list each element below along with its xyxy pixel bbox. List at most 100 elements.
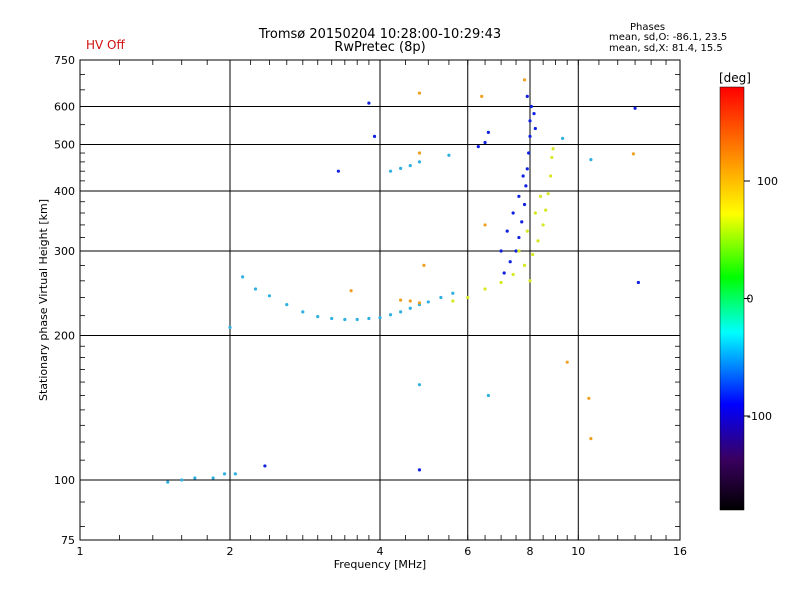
data-point [517, 194, 521, 198]
data-point [589, 158, 593, 162]
data-point [336, 169, 340, 173]
data-point [422, 263, 426, 267]
data-point [589, 436, 593, 441]
y-tick-label: 600 [54, 101, 75, 114]
data-point [550, 155, 554, 160]
chart-title: Tromsø 20150204 10:28:00-10:29:43 [258, 27, 502, 42]
chart-subtitle: RwPretec (8p) [334, 40, 426, 55]
data-point [367, 101, 371, 105]
data-point [528, 134, 532, 138]
data-point [525, 229, 529, 233]
data-point [388, 313, 393, 317]
data-point [483, 287, 487, 291]
data-point [408, 306, 412, 310]
data-point [343, 317, 347, 322]
data-point [546, 192, 550, 196]
data-point [511, 272, 515, 277]
data-point [267, 294, 272, 298]
y-tick-label: 750 [54, 54, 75, 67]
x-tick-label: 8 [527, 545, 534, 558]
data-point [222, 472, 227, 476]
data-point [417, 151, 422, 155]
minor-ticks [80, 60, 680, 540]
data-point [417, 301, 422, 305]
y-tick-label: 100 [54, 474, 75, 487]
data-point [233, 472, 237, 476]
colorbar-tick-label: 100 [757, 175, 778, 188]
data-point [253, 287, 258, 291]
data-point [520, 220, 524, 224]
data-point [551, 147, 555, 151]
data-point [536, 239, 540, 243]
data-point [447, 153, 451, 157]
data-point [285, 302, 289, 307]
data-point [426, 300, 430, 304]
x-tick-label: 1 [77, 545, 84, 558]
data-point [524, 184, 528, 188]
x-tick-label: 4 [377, 545, 384, 558]
data-point [522, 263, 527, 267]
data-point [399, 310, 403, 314]
data-point [528, 119, 532, 123]
data-point [525, 94, 529, 98]
data-point [408, 163, 412, 168]
data-point [631, 152, 635, 156]
data-point [316, 315, 320, 319]
data-point [211, 476, 215, 480]
grid-lines [80, 60, 680, 540]
data-point [417, 383, 422, 387]
hv-status: HV Off [86, 38, 125, 52]
data-point [499, 280, 503, 285]
colorbar-ticks: 100 0 -100 [744, 175, 778, 423]
x-tick-label: 16 [673, 545, 687, 558]
data-point [408, 299, 412, 303]
data-point [533, 211, 537, 215]
data-point [263, 464, 267, 468]
x-tick-label: 2 [227, 545, 234, 558]
data-point [476, 145, 480, 149]
data-point [565, 360, 569, 364]
data-point [166, 480, 170, 484]
data-point [330, 316, 334, 321]
data-point [399, 166, 403, 170]
data-point [451, 291, 455, 295]
x-tick-label: 10 [571, 545, 585, 558]
data-point [508, 260, 512, 264]
data-point [538, 194, 543, 198]
data-point [301, 310, 305, 314]
data-point [525, 167, 529, 171]
data-point [527, 151, 531, 155]
y-tick-label: 75 [61, 534, 75, 547]
data-point [532, 111, 536, 116]
data-point [560, 136, 565, 140]
data-point [367, 316, 371, 321]
phases-title: Phases [630, 22, 666, 33]
data-point [355, 317, 359, 322]
data-point [522, 78, 527, 82]
data-point [529, 104, 533, 109]
x-axis-label: Frequency [MHz] [334, 558, 426, 571]
data-point [480, 94, 484, 98]
data-point [522, 202, 527, 207]
data-point [633, 106, 637, 110]
data-point [486, 130, 490, 134]
data-point [511, 211, 515, 215]
data-point [533, 126, 537, 131]
data-point [349, 289, 353, 293]
data-point [417, 91, 422, 95]
data-point [549, 174, 553, 178]
data-point [514, 249, 518, 253]
data-point [502, 271, 506, 275]
data-point [499, 249, 503, 253]
data-point [228, 325, 232, 329]
data-point [587, 396, 591, 400]
data-point [636, 280, 640, 285]
data-point [417, 468, 422, 472]
data-point [486, 393, 490, 398]
y-axis-label: Stationary phase Virtual Height [km] [37, 199, 50, 401]
y-tick-label: 500 [54, 139, 75, 152]
phases-x-stats: mean, sd,X: 81.4, 15.5 [609, 43, 723, 54]
data-point [399, 298, 403, 302]
phases-o-stats: mean, sd,O: -86.1, 23.5 [609, 32, 728, 43]
data-point [378, 315, 382, 320]
